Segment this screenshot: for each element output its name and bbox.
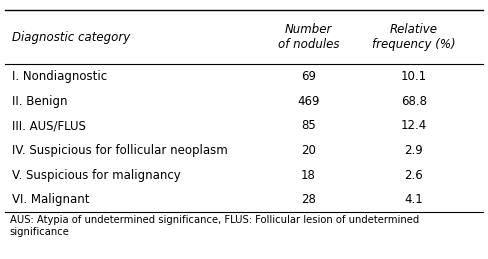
Text: III. AUS/FLUS: III. AUS/FLUS [12, 119, 86, 132]
Text: 68.8: 68.8 [401, 95, 427, 108]
Text: 12.4: 12.4 [401, 119, 427, 132]
Text: Diagnostic category: Diagnostic category [12, 31, 130, 44]
Text: VI. Malignant: VI. Malignant [12, 193, 90, 206]
Text: Relative
frequency (%): Relative frequency (%) [372, 23, 456, 51]
Text: 10.1: 10.1 [401, 70, 427, 83]
Text: 4.1: 4.1 [405, 193, 423, 206]
Text: II. Benign: II. Benign [12, 95, 67, 108]
Text: IV. Suspicious for follicular neoplasm: IV. Suspicious for follicular neoplasm [12, 144, 228, 157]
Text: 2.9: 2.9 [405, 144, 423, 157]
Text: 85: 85 [301, 119, 316, 132]
Text: I. Nondiagnostic: I. Nondiagnostic [12, 70, 107, 83]
Text: AUS: Atypia of undetermined significance, FLUS: Follicular lesion of undetermine: AUS: Atypia of undetermined significance… [10, 214, 419, 237]
Text: 20: 20 [301, 144, 316, 157]
Text: V. Suspicious for malignancy: V. Suspicious for malignancy [12, 169, 181, 182]
Text: 18: 18 [301, 169, 316, 182]
Text: 2.6: 2.6 [405, 169, 423, 182]
Text: 28: 28 [301, 193, 316, 206]
Text: 69: 69 [301, 70, 316, 83]
Text: Number
of nodules: Number of nodules [278, 23, 339, 51]
Text: 469: 469 [297, 95, 320, 108]
